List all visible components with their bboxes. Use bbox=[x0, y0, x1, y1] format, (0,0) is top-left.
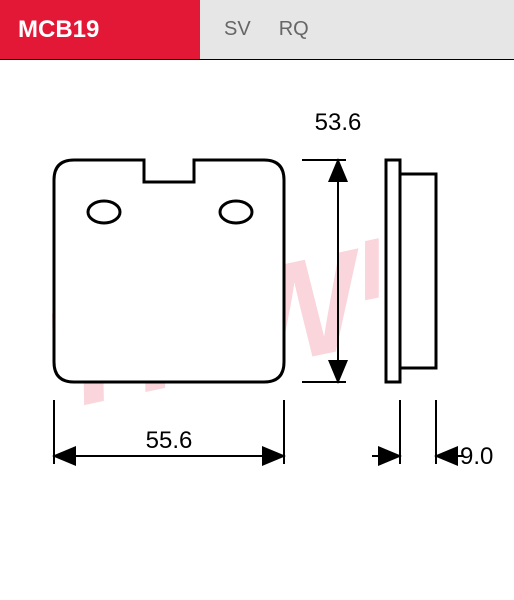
side-view bbox=[386, 160, 436, 382]
code-2: RQ bbox=[279, 18, 309, 41]
dim-width-value: 55.6 bbox=[146, 427, 193, 454]
mounting-hole-left bbox=[88, 201, 120, 223]
dim-height-value: 53.6 bbox=[315, 109, 362, 136]
header-codes: SV RQ bbox=[200, 0, 514, 59]
header-part-number: MCB19 bbox=[0, 0, 200, 59]
dimension-thickness: 9.0 bbox=[372, 400, 493, 470]
dimension-width: 55.6 bbox=[54, 400, 284, 464]
mounting-hole-right bbox=[220, 201, 252, 223]
part-number-label: MCB19 bbox=[18, 16, 99, 44]
dim-thickness-value: 9.0 bbox=[460, 443, 493, 470]
technical-drawing: 55.6 53.6 9.0 bbox=[0, 60, 514, 600]
dimension-height: 53.6 bbox=[302, 109, 361, 382]
drawing-canvas: TRW bbox=[0, 60, 514, 600]
code-1: SV bbox=[224, 18, 251, 41]
front-view bbox=[54, 160, 284, 382]
